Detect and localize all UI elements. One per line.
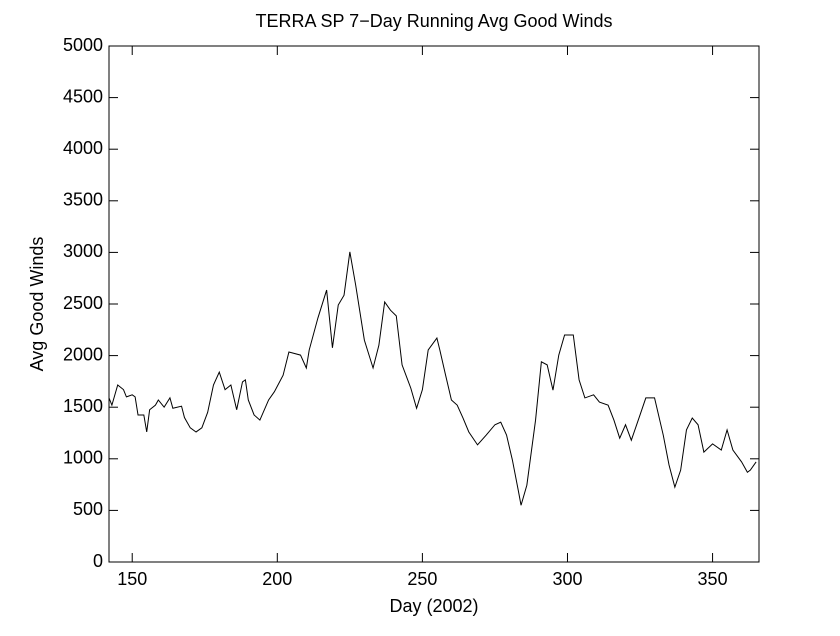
y-tick-label: 0: [93, 551, 103, 571]
y-tick-label: 1000: [63, 448, 103, 468]
y-axis-label: Avg Good Winds: [27, 237, 47, 372]
x-tick-label: 300: [552, 569, 582, 589]
y-tick-label: 5000: [63, 35, 103, 55]
y-tick-label: 3000: [63, 241, 103, 261]
y-tick-label: 2000: [63, 344, 103, 364]
x-tick-label: 250: [407, 569, 437, 589]
x-tick-label: 200: [262, 569, 292, 589]
chart-title: TERRA SP 7−Day Running Avg Good Winds: [255, 11, 612, 31]
x-tick-label: 350: [698, 569, 728, 589]
data-line: [108, 251, 757, 506]
y-tick-label: 2500: [63, 293, 103, 313]
x-axis-label: Day (2002): [389, 596, 478, 616]
y-tick-label: 4500: [63, 86, 103, 106]
x-tick-label: 150: [117, 569, 147, 589]
y-tick-label: 500: [73, 499, 103, 519]
y-tick-label: 1500: [63, 396, 103, 416]
y-tick-label: 4000: [63, 138, 103, 158]
y-tick-label: 3500: [63, 190, 103, 210]
